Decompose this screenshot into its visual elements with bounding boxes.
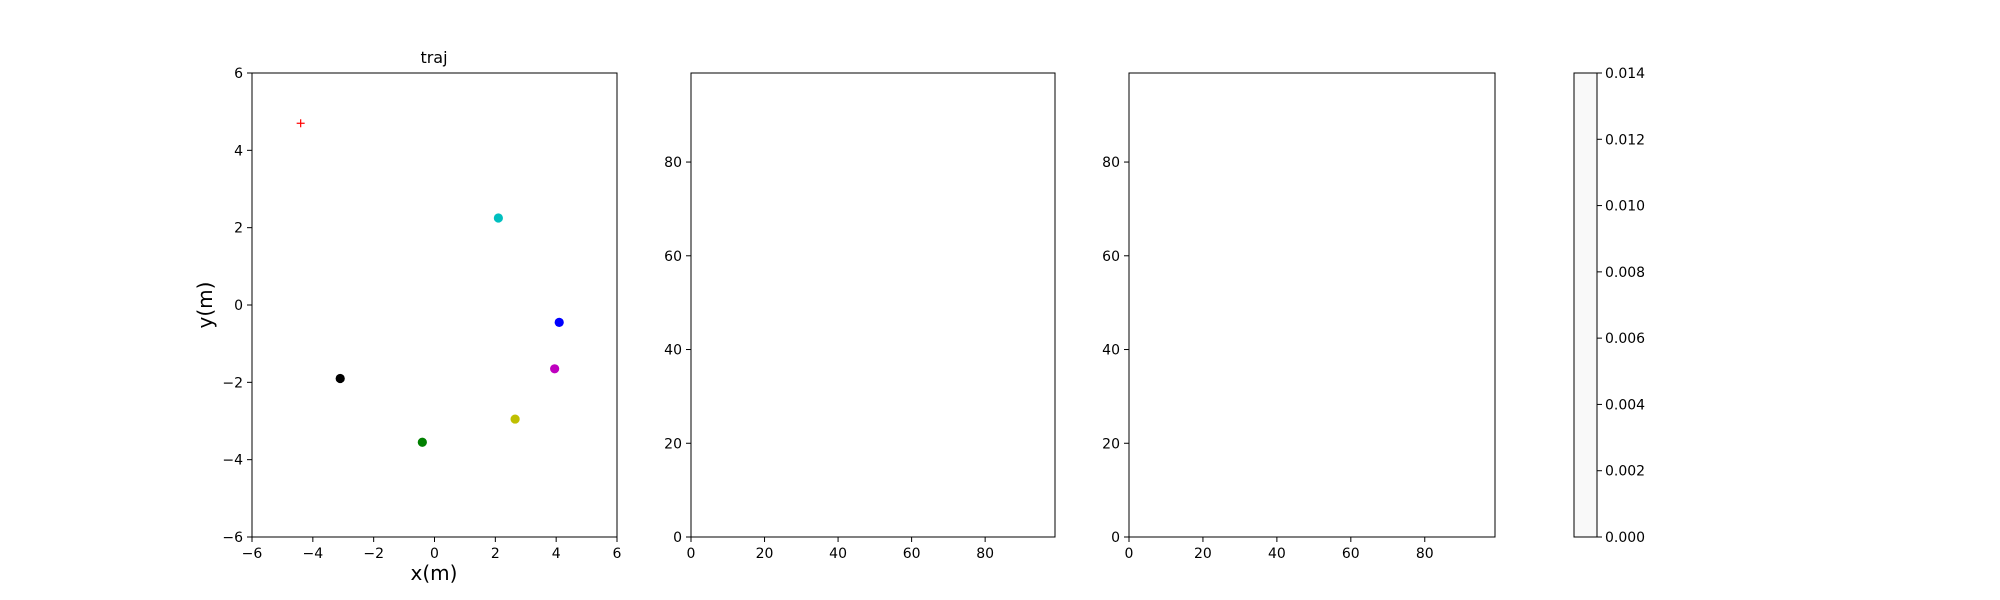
traj-x-tick-label: 4: [552, 546, 561, 562]
heatmap-1-y-tick-label: 20: [664, 436, 682, 452]
trajectory-point: [493, 213, 503, 223]
trajectory-point: [554, 317, 564, 327]
traj-x-tick-label: −6: [242, 546, 263, 562]
heatmap-2-x-tick-label: 0: [1125, 546, 1134, 562]
start-marker-plus: [296, 119, 305, 128]
heatmap-1-x-tick-label: 20: [756, 546, 774, 562]
heatmap-1-y-tick-label: 40: [664, 343, 682, 359]
heatmap-panel-1: 0 20 40 60 80 0 20 40 60 80: [664, 72, 1056, 562]
heatmap-2-y-tick-label: 80: [1102, 155, 1120, 171]
heatmap-2-ticks: 0 20 40 60 80 0 20 40 60 80: [1102, 155, 1433, 562]
heatmap-2-x-tick-label: 20: [1194, 546, 1212, 562]
heatmap-1-axes-frame: [690, 72, 1056, 538]
traj-x-tick-label: 0: [430, 546, 439, 562]
heatmap-1-y-tick-label: 0: [673, 530, 682, 546]
colorbar-tick-label: 0.004: [1605, 397, 1645, 413]
traj-y-tick-label: 2: [234, 221, 243, 237]
trajectory-point: [510, 414, 520, 424]
traj-x-tick-label: −2: [363, 546, 384, 562]
heatmap-panel-2: 0 20 40 60 80 0 20 40 60 80: [1102, 72, 1496, 562]
heatmap-1-ticks: 0 20 40 60 80 0 20 40 60 80: [664, 155, 994, 562]
heatmap-2-y-tick-label: 0: [1111, 530, 1120, 546]
traj-axes-frame: [251, 72, 618, 538]
traj-y-tick-label: 6: [234, 66, 243, 82]
trajectory-point: [417, 437, 427, 447]
heatmap-2-y-tick-label: 60: [1102, 249, 1120, 265]
heatmap-1-y-tick-label: 60: [664, 249, 682, 265]
traj-y-tick-label: 4: [234, 143, 243, 159]
trajectory-point: [550, 364, 560, 374]
colorbar-fill: [1573, 72, 1598, 538]
traj-x-axis-label: x(m): [411, 561, 458, 585]
traj-points: [296, 119, 564, 447]
heatmap-1-x-tick-label: 0: [687, 546, 696, 562]
heatmap-2-x-tick-label: 40: [1268, 546, 1286, 562]
traj-y-axis-label: y(m): [193, 282, 217, 329]
colorbar-tick-label: 0.008: [1605, 265, 1645, 281]
heatmap-2-x-tick-label: 60: [1342, 546, 1360, 562]
traj-y-tick-label: −2: [222, 375, 243, 391]
colorbar-tick-label: 0.012: [1605, 132, 1645, 148]
traj-x-tick-label: −4: [303, 546, 324, 562]
heatmap-1-x-tick-label: 80: [976, 546, 994, 562]
traj-panel: traj x(m) y(m) −6 −4 −2 0 2 4 6 −6 −4 −2 0 2 4 6: [193, 48, 622, 585]
traj-ticks: −6 −4 −2 0 2 4 6 −6 −4 −2 0 2 4 6: [222, 66, 621, 562]
colorbar-ticks: 0.000 0.002 0.004 0.006 0.008 0.010 0.012 0.014: [1597, 66, 1645, 546]
trajectory-point: [335, 373, 345, 384]
traj-y-tick-label: −4: [222, 453, 243, 469]
traj-y-tick-label: 0: [234, 298, 243, 314]
heatmap-2-axes-frame: [1128, 72, 1496, 538]
heatmap-1-x-tick-label: 60: [903, 546, 921, 562]
heatmap-2-y-tick-label: 20: [1102, 436, 1120, 452]
colorbar-tick-label: 0.002: [1605, 464, 1645, 480]
heatmap-1-y-tick-label: 80: [664, 155, 682, 171]
colorbar-tick-label: 0.006: [1605, 331, 1645, 347]
colorbar-tick-label: 0.014: [1605, 66, 1645, 82]
colorbar: 0.000 0.002 0.004 0.006 0.008 0.010 0.012 0.014: [1573, 66, 1645, 546]
heatmap-2-y-tick-label: 40: [1102, 343, 1120, 359]
traj-title: traj: [420, 48, 447, 67]
colorbar-tick-label: 0.010: [1605, 199, 1645, 215]
traj-y-tick-label: −6: [222, 530, 243, 546]
heatmap-2-x-tick-label: 80: [1416, 546, 1434, 562]
traj-x-tick-label: 2: [491, 546, 500, 562]
heatmap-1-x-tick-label: 40: [829, 546, 847, 562]
traj-x-tick-label: 6: [613, 546, 622, 562]
colorbar-tick-label: 0.000: [1605, 530, 1645, 546]
